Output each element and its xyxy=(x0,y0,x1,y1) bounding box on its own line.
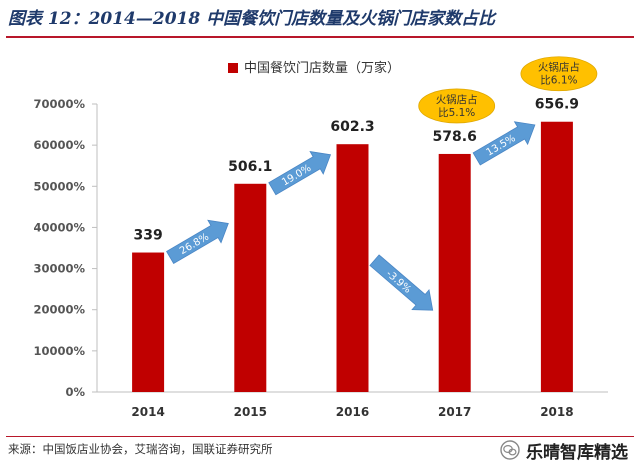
wechat-icon xyxy=(500,440,520,460)
title-divider xyxy=(6,36,634,38)
y-tick-label: 0% xyxy=(65,385,85,399)
data-label: 506.1 xyxy=(228,159,272,175)
y-tick-label: 50000% xyxy=(33,179,85,193)
source-note: 来源：中国饭店业协会，艾瑞咨询，国联证券研究所 xyxy=(8,442,273,456)
annotation-text: 火锅店占 xyxy=(436,93,478,106)
data-label: 656.9 xyxy=(535,97,579,113)
x-tick-label: 2018 xyxy=(540,405,573,419)
x-tick-label: 2017 xyxy=(438,405,471,419)
y-tick-label: 60000% xyxy=(33,138,85,152)
legend-label: 中国餐饮门店数量（万家） xyxy=(244,60,400,76)
bar-2017 xyxy=(438,153,471,392)
growth-arrow-shape xyxy=(472,121,536,166)
data-label: 578.6 xyxy=(433,129,477,145)
bar-chart: 中国餐饮门店数量（万家） 0% 10000% 20000% 30000% 40000% 5… xyxy=(33,56,608,419)
annotation-text: 比6.1% xyxy=(540,74,577,87)
x-tick-label: 2016 xyxy=(336,405,369,419)
y-tick-label: 40000% xyxy=(33,220,85,234)
growth-arrow-shape xyxy=(166,219,229,265)
growth-arrow-shape xyxy=(369,254,434,311)
y-tick-label: 20000% xyxy=(33,303,85,317)
bar-2014 xyxy=(132,252,165,392)
y-tick-label: 30000% xyxy=(33,262,85,276)
growth-arrow: 13.5% xyxy=(472,121,536,166)
watermark: 乐晴智库精选 xyxy=(500,438,628,463)
bar-2018 xyxy=(540,121,573,392)
plot-area: 0% 10000% 20000% 30000% 40000% 50000% 60000% 70… xyxy=(33,56,608,419)
bar-2016 xyxy=(336,144,369,392)
watermark-text: 乐晴智库精选 xyxy=(526,442,628,463)
x-tick-label: 2014 xyxy=(131,405,164,419)
legend-swatch xyxy=(228,63,238,73)
bar-2015 xyxy=(234,183,267,392)
growth-arrow: 26.8% xyxy=(166,219,229,265)
y-tick-label: 10000% xyxy=(33,344,85,358)
chart-legend: 中国餐饮门店数量（万家） xyxy=(228,60,400,76)
annotation-text: 火锅店占 xyxy=(538,61,580,74)
growth-arrow: 19.0% xyxy=(268,151,332,196)
x-tick-label: 2015 xyxy=(234,405,267,419)
source-divider xyxy=(6,436,634,437)
data-label: 602.3 xyxy=(330,119,374,135)
annotation-bubble xyxy=(520,56,598,92)
data-label: 339 xyxy=(133,228,162,244)
annotation-text: 比5.1% xyxy=(438,106,475,119)
annotation-bubble xyxy=(418,88,496,124)
growth-arrow: -3.9% xyxy=(369,254,434,311)
y-tick-label: 70000% xyxy=(33,97,85,111)
growth-arrow-shape xyxy=(268,151,332,196)
figure-title: 图表 12：2014—2018 中国餐饮门店数量及火锅门店家数占比 xyxy=(8,9,496,29)
